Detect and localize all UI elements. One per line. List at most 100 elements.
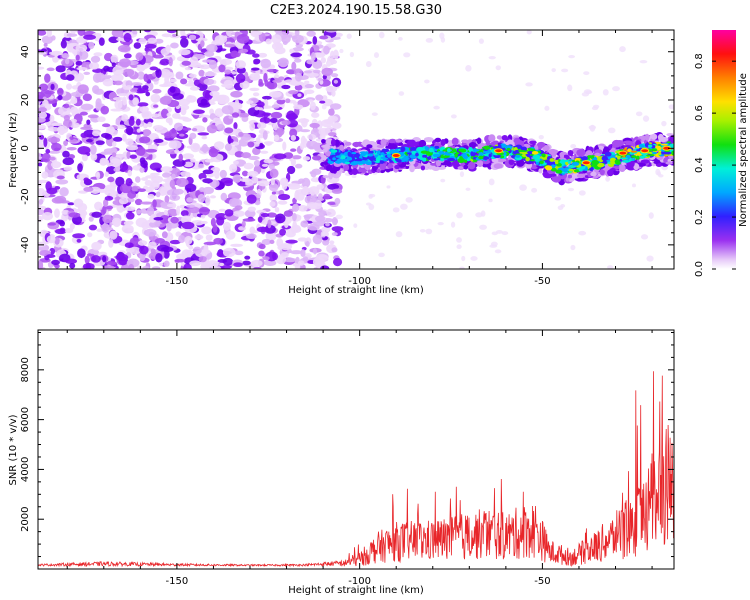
noise-cell [103, 198, 109, 208]
noise-cell [44, 90, 55, 95]
noise-cell [62, 157, 75, 166]
noise-cell [321, 226, 331, 233]
noise-cell [132, 97, 140, 106]
noise-cell [107, 176, 115, 183]
noise-cell [180, 78, 188, 85]
noise-cell [557, 205, 564, 210]
noise-cell [258, 250, 265, 257]
noise-cell [398, 37, 403, 41]
noise-cell [201, 135, 208, 140]
noise-cell [321, 67, 333, 77]
noise-cell [105, 205, 114, 210]
noise-cell [306, 202, 318, 210]
signal-cell [451, 137, 459, 146]
noise-cell [116, 88, 125, 95]
noise-cell [242, 260, 251, 266]
noise-cell [186, 197, 194, 203]
noise-cell [312, 155, 322, 161]
noise-cell [267, 219, 272, 229]
noise-cell [122, 133, 127, 142]
noise-cell [175, 71, 184, 80]
noise-cell [292, 155, 302, 160]
noise-cell [38, 112, 48, 119]
noise-cell [269, 194, 278, 202]
signal-cell [387, 163, 394, 169]
noise-cell [175, 231, 182, 237]
colorbar: 0.0 0.2 0.4 0.6 0.8 Normalized spectral ampl… [694, 30, 749, 277]
noise-cell [398, 91, 405, 96]
noise-cell [104, 171, 109, 177]
noise-cell [567, 187, 575, 192]
noise-cell [145, 148, 158, 153]
noise-cell [217, 94, 230, 105]
noise-cell [329, 240, 335, 245]
noise-cell [63, 166, 73, 171]
noise-cell [205, 195, 211, 206]
noise-cell [314, 215, 326, 223]
noise-cell [246, 194, 257, 204]
noise-cell [147, 37, 157, 44]
noise-cell [126, 145, 139, 151]
noise-cell [139, 106, 149, 113]
noise-cell [178, 48, 191, 56]
noise-cell [106, 261, 118, 266]
noise-cell [169, 239, 181, 245]
noise-cell [648, 212, 654, 219]
noise-cell [128, 263, 135, 269]
signal-cell [658, 136, 669, 143]
noise-cell [91, 130, 101, 137]
noise-cell [168, 57, 173, 67]
noise-cell [76, 238, 82, 243]
noise-cell [607, 265, 614, 269]
noise-cell [184, 235, 193, 245]
noise-cell [56, 175, 65, 180]
noise-cell [169, 78, 177, 83]
noise-cell [82, 93, 92, 102]
noise-cell [304, 84, 314, 89]
noise-cell [306, 140, 319, 150]
noise-cell [208, 59, 218, 70]
noise-cell [252, 147, 261, 156]
noise-cell [268, 183, 279, 192]
noise-cell [214, 108, 224, 118]
noise-cell [284, 79, 295, 84]
noise-cell [38, 181, 43, 187]
signal-cell [376, 150, 381, 155]
noise-cell [65, 83, 73, 90]
noise-cell [152, 199, 157, 208]
noise-cell [289, 128, 298, 138]
noise-cell [82, 263, 95, 269]
signal-cell [365, 151, 369, 155]
noise-cell [38, 66, 45, 70]
signal-cell [400, 146, 406, 152]
noise-cell [203, 78, 215, 86]
noise-cell [111, 152, 117, 158]
noise-cell [249, 30, 263, 36]
signal-cell [434, 137, 442, 143]
noise-cell [178, 235, 186, 243]
noise-cell [100, 151, 109, 155]
noise-cell [260, 58, 272, 69]
noise-cell [456, 244, 462, 249]
noise-cell [288, 90, 298, 95]
noise-cell [290, 148, 297, 152]
signal-cell [415, 152, 419, 157]
noise-cell [349, 51, 355, 58]
noise-cell [184, 66, 191, 71]
noise-cell [111, 30, 125, 38]
noise-cell [276, 237, 284, 248]
noise-cell [140, 201, 153, 205]
noise-cell [136, 87, 149, 94]
signal-cell [653, 160, 659, 164]
spectrogram-x-tick-label: -50 [534, 276, 550, 287]
signal-cell [467, 161, 476, 170]
noise-cell [275, 213, 286, 224]
noise-cell [257, 101, 265, 108]
noise-cell [77, 163, 83, 173]
noise-cell [495, 65, 501, 71]
noise-cell [212, 224, 218, 233]
noise-cell [184, 183, 197, 193]
signal-cell [433, 158, 439, 161]
noise-cell [125, 178, 133, 187]
